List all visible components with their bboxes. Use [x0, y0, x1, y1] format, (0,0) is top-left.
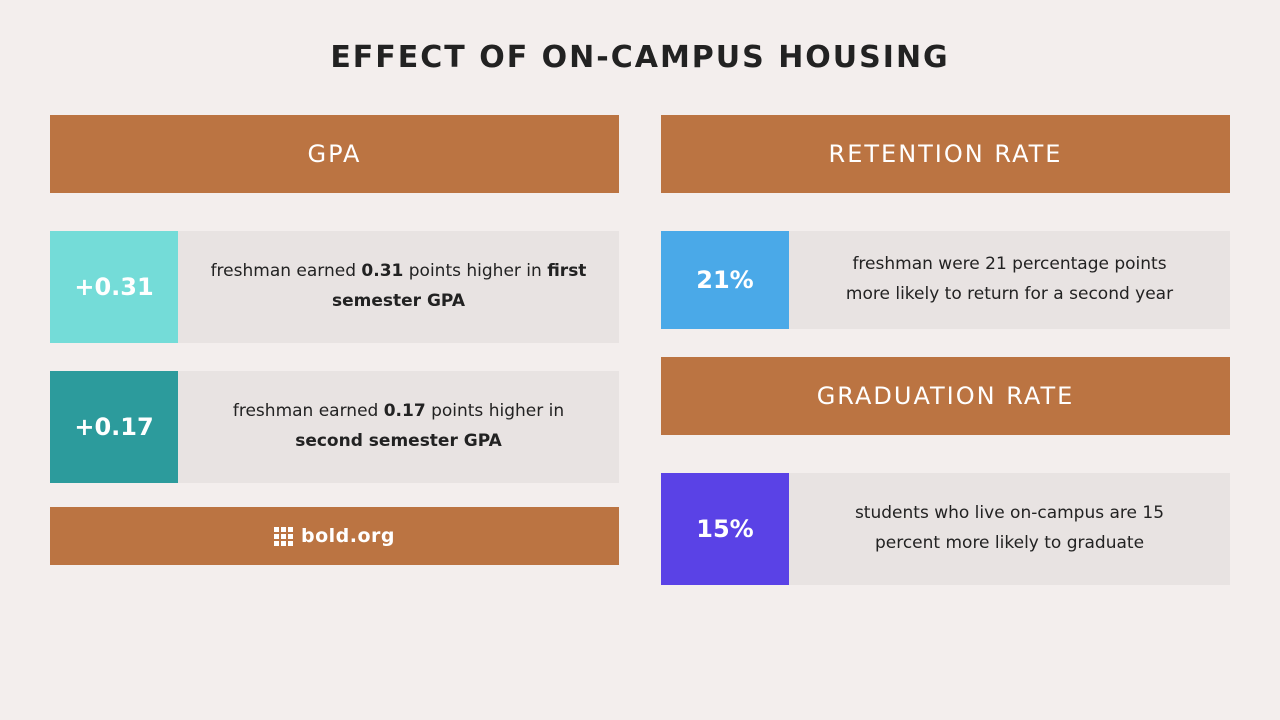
- graduation-header: GRADUATION RATE: [661, 357, 1230, 435]
- text-line: freshman were 21 percentage points: [852, 254, 1166, 274]
- text-fragment: freshman earned: [233, 401, 384, 421]
- page-title: EFFECT OF ON-CAMPUS HOUSING: [50, 40, 1230, 75]
- text-line: percent more likely to graduate: [875, 533, 1144, 553]
- spacer: [661, 329, 1230, 357]
- retention-stat-text-content: freshman were 21 percentage points more …: [846, 250, 1173, 310]
- text-fragment: freshman earned: [211, 261, 362, 281]
- spacer: [661, 435, 1230, 473]
- left-column: GPA +0.31 freshman earned 0.31 points hi…: [50, 115, 619, 585]
- gpa-stat-row-1: +0.31 freshman earned 0.31 points higher…: [50, 231, 619, 343]
- gpa-stat-text-2-content: freshman earned 0.17 points higher in se…: [206, 397, 591, 457]
- text-fragment: points higher in: [403, 261, 547, 281]
- gpa-stat-text-2: freshman earned 0.17 points higher in se…: [178, 371, 619, 483]
- columns: GPA +0.31 freshman earned 0.31 points hi…: [50, 115, 1230, 585]
- text-bold: 0.17: [384, 401, 426, 421]
- text-bold: 0.31: [361, 261, 403, 281]
- logo-bar: bold.org: [50, 507, 619, 565]
- text-line: students who live on-campus are 15: [855, 503, 1164, 523]
- infographic-page: EFFECT OF ON-CAMPUS HOUSING GPA +0.31 fr…: [0, 0, 1280, 720]
- gpa-header: GPA: [50, 115, 619, 193]
- graduation-stat-value: 15%: [661, 473, 789, 585]
- gpa-stat-row-2: +0.17 freshman earned 0.17 points higher…: [50, 371, 619, 483]
- text-bold: second semester GPA: [295, 431, 502, 451]
- right-column: RETENTION RATE 21% freshman were 21 perc…: [661, 115, 1230, 585]
- retention-header: RETENTION RATE: [661, 115, 1230, 193]
- gpa-stat-value-2: +0.17: [50, 371, 178, 483]
- spacer: [50, 193, 619, 231]
- text-line: more likely to return for a second year: [846, 284, 1173, 304]
- graduation-stat-text: students who live on-campus are 15 perce…: [789, 473, 1230, 585]
- spacer: [50, 483, 619, 507]
- title-container: EFFECT OF ON-CAMPUS HOUSING: [50, 40, 1230, 75]
- text-fragment: points higher in: [426, 401, 564, 421]
- graduation-stat-text-content: students who live on-campus are 15 perce…: [855, 499, 1164, 559]
- logo-grid-icon: [274, 527, 293, 546]
- spacer: [50, 343, 619, 371]
- gpa-stat-value-1: +0.31: [50, 231, 178, 343]
- graduation-stat-row: 15% students who live on-campus are 15 p…: [661, 473, 1230, 585]
- retention-stat-row: 21% freshman were 21 percentage points m…: [661, 231, 1230, 329]
- logo-text: bold.org: [301, 525, 395, 547]
- spacer: [661, 193, 1230, 231]
- retention-stat-value: 21%: [661, 231, 789, 329]
- retention-stat-text: freshman were 21 percentage points more …: [789, 231, 1230, 329]
- gpa-stat-text-1: freshman earned 0.31 points higher in fi…: [178, 231, 619, 343]
- gpa-stat-text-1-content: freshman earned 0.31 points higher in fi…: [206, 257, 591, 317]
